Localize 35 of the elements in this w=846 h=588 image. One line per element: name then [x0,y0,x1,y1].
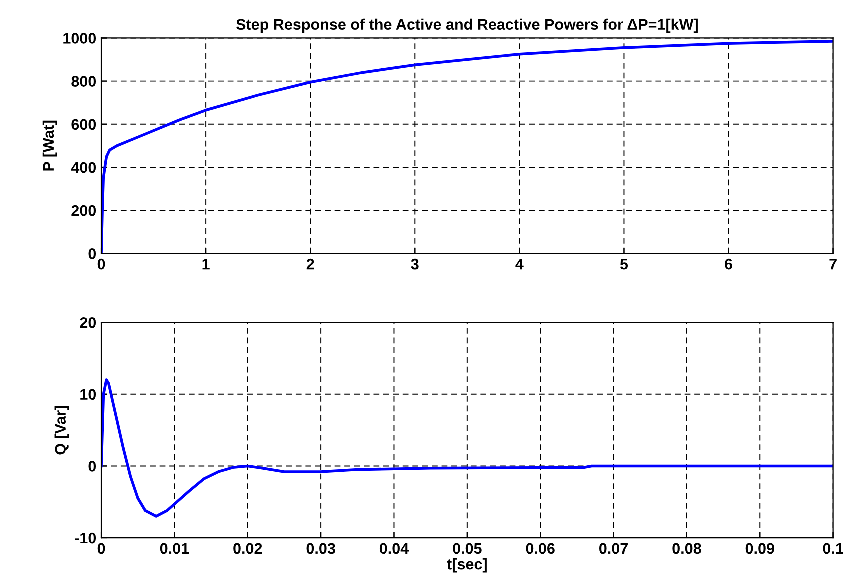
x-tick-label: 0.07 [600,543,628,554]
line-series [102,378,834,518]
x-tick-label: 0 [98,258,106,270]
x-tick-label: 0.06 [526,543,555,554]
x-tick-label: 0.04 [380,543,410,554]
y-tick-label: 400 [71,162,96,174]
y-tick-label: -10 [75,532,96,544]
x-tick-label: 4 [516,259,524,270]
y-tick-label: 0 [88,461,96,472]
x-tick-label: 0.03 [306,543,336,554]
x-tick-label: 0.05 [453,543,482,554]
x-tick-label: 6 [725,258,732,270]
x-tick-label: 0.09 [746,543,774,554]
y-tick-label: 800 [72,76,96,87]
x-tick-label: 1 [202,259,210,270]
x-tick-label: 3 [411,258,419,270]
y-tick-label: 1000 [64,33,96,44]
y-tick-label: 20 [80,317,96,328]
y-tick-label: 600 [72,119,96,130]
x-tick-label: 2 [306,258,314,270]
y-axis-title: P [Wat] [42,120,58,171]
y-tick-label: 200 [72,205,96,216]
y-tick-label: 10 [80,389,96,400]
x-tick-label: 0.08 [672,543,702,554]
x-tick-label: 7 [830,259,837,270]
x-tick-label: 0.01 [160,543,190,554]
x-tick-label: 0.02 [234,543,262,554]
x-tick-label: 0.1 [823,543,844,554]
line-series [102,40,834,254]
y-axis-title: Q [Var] [54,406,70,455]
x-tick-label: 5 [620,259,628,270]
y-tick-label: 0 [88,248,96,260]
x-axis-title: t[sec] [447,558,487,573]
chart-title: Step Response of the Active and Reactive Powers for ΔP=1[kW] [236,18,698,34]
x-tick-label: 0 [98,543,106,554]
